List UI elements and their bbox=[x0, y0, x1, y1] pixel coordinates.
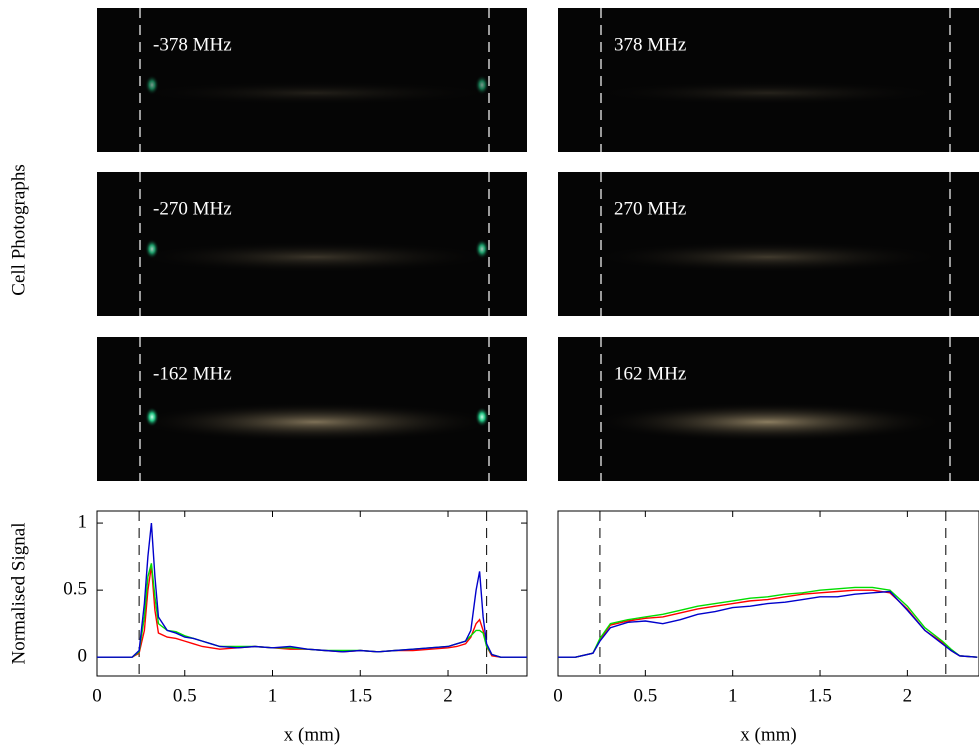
x-tick-label: 1.5 bbox=[808, 685, 832, 706]
series-line bbox=[97, 522, 527, 658]
series-line bbox=[97, 565, 527, 658]
photo bbox=[558, 8, 979, 152]
plot-frame bbox=[557, 510, 979, 677]
photo-label: -162 MHz bbox=[153, 363, 232, 384]
photo-spot bbox=[145, 75, 159, 95]
series-line bbox=[558, 589, 978, 658]
x-tick-label: 2 bbox=[903, 685, 913, 706]
photos-axis-label: Cell Photographs bbox=[8, 164, 29, 295]
photo-label: -270 MHz bbox=[153, 198, 232, 219]
y-tick-label: 0 bbox=[78, 646, 88, 667]
x-axis-label: x (mm) bbox=[740, 724, 796, 745]
x-tick-label: 1 bbox=[728, 685, 738, 706]
y-tick-label: 1 bbox=[78, 511, 88, 532]
x-tick-label: 2 bbox=[443, 685, 453, 706]
photo-glow bbox=[130, 241, 500, 273]
photo-spot bbox=[475, 75, 489, 95]
x-tick-label: 0.5 bbox=[173, 685, 197, 706]
photo-spot bbox=[145, 407, 159, 427]
x-tick-label: 1 bbox=[268, 685, 278, 706]
photo-glow bbox=[130, 81, 500, 105]
photo-label: -378 MHz bbox=[153, 34, 232, 55]
photo-glow bbox=[130, 402, 500, 442]
photo-glow bbox=[588, 241, 948, 273]
photo-label: 378 MHz bbox=[614, 34, 686, 55]
y-tick-label: 0.5 bbox=[63, 579, 87, 600]
photo-label: 270 MHz bbox=[614, 198, 686, 219]
photo-spot bbox=[475, 407, 489, 427]
x-tick-label: 0 bbox=[553, 685, 563, 706]
y-axis-label: Normalised Signal bbox=[8, 523, 29, 665]
photo-glow bbox=[588, 402, 948, 442]
x-tick-label: 1.5 bbox=[348, 685, 372, 706]
photo-spot bbox=[145, 239, 159, 259]
series-line bbox=[97, 563, 527, 658]
series-line bbox=[558, 586, 978, 658]
photo-spot bbox=[475, 239, 489, 259]
plot-frame bbox=[96, 510, 528, 677]
x-tick-label: 0.5 bbox=[633, 685, 657, 706]
photo bbox=[97, 8, 527, 152]
photo-label: 162 MHz bbox=[614, 363, 686, 384]
x-tick-label: 0 bbox=[92, 685, 102, 706]
photo-glow bbox=[588, 81, 948, 105]
series-line bbox=[558, 590, 978, 658]
x-axis-label: x (mm) bbox=[284, 724, 340, 745]
